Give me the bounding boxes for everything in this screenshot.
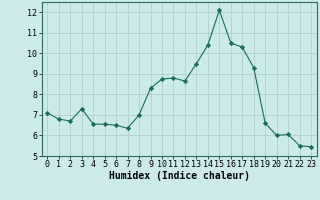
X-axis label: Humidex (Indice chaleur): Humidex (Indice chaleur) <box>109 171 250 181</box>
